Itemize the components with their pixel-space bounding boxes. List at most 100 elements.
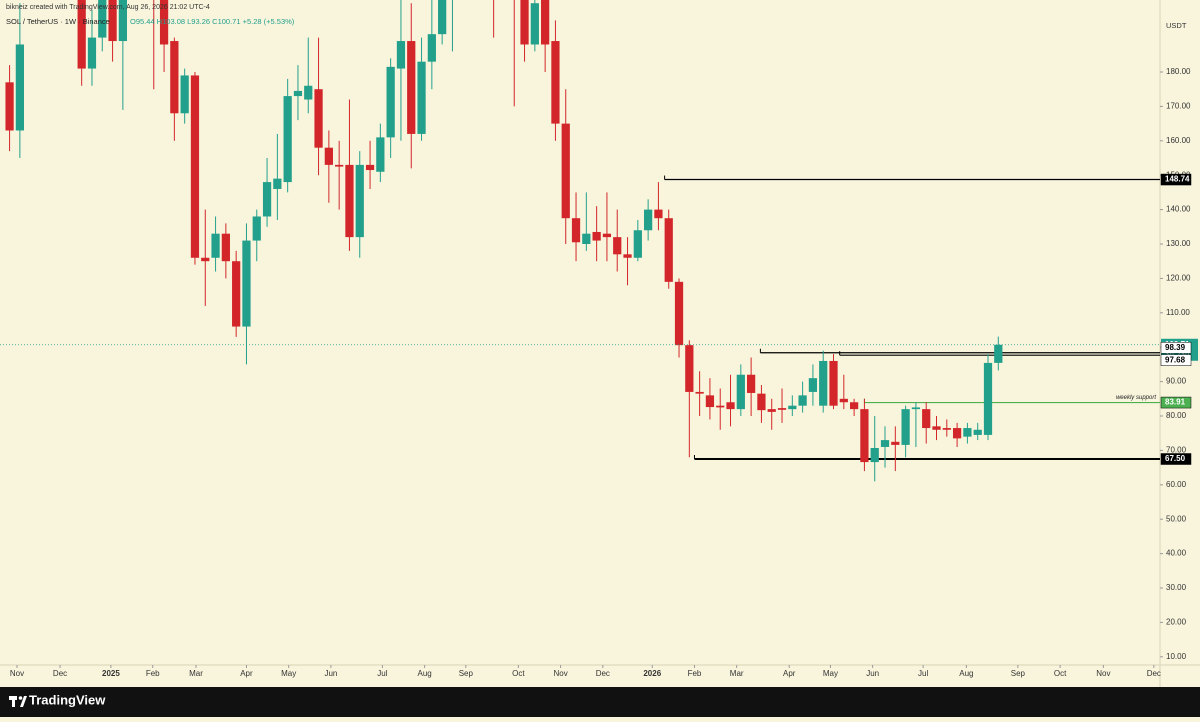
candle-body: [438, 0, 447, 35]
candle-body: [407, 41, 416, 134]
candle-body: [819, 360, 828, 406]
y-tick-label: 10.00: [1166, 652, 1187, 661]
candle-body: [355, 164, 364, 238]
candle-body: [633, 230, 642, 258]
symbol: SOL / TetherUS · 1W · Binance: [6, 17, 110, 26]
candle-body: [726, 402, 735, 410]
logo-dot: [18, 696, 23, 700]
candle-body: [283, 96, 292, 183]
candle-body: [963, 428, 972, 437]
y-tick-label: 70.00: [1166, 446, 1187, 455]
candle-body: [891, 441, 900, 445]
candle-body: [644, 209, 653, 231]
candle-body: [417, 61, 426, 134]
candle-body: [180, 75, 189, 114]
y-tick-label: 110.00: [1166, 308, 1190, 317]
x-tick-label: May: [281, 669, 296, 678]
candle-body: [983, 362, 993, 435]
candle-body: [839, 398, 848, 403]
x-tick-label: Feb: [688, 669, 702, 678]
y-tick-label: 90.00: [1166, 377, 1187, 386]
x-tick-label: Dec: [1147, 669, 1161, 678]
candle-body: [98, 0, 107, 38]
y-tick-label: 80.00: [1166, 411, 1187, 420]
candle-body: [262, 182, 272, 217]
x-tick-label: Mar: [730, 669, 744, 678]
level-label: 98.39: [1165, 343, 1186, 352]
logo-bar: [9, 696, 17, 700]
x-tick-label: Apr: [783, 669, 796, 678]
candle-body: [849, 402, 859, 410]
candle-body: [304, 85, 313, 100]
level-label-box: [1160, 173, 1192, 186]
level-note: weekly support: [1116, 395, 1156, 401]
brand: TradingView: [29, 692, 106, 707]
candle-body: [860, 409, 869, 463]
candle-body: [695, 391, 704, 394]
x-tick-label: Dec: [53, 669, 67, 678]
x-tick-label: Nov: [553, 669, 567, 678]
candle-body: [767, 409, 776, 412]
level-label: 67.50: [1165, 454, 1186, 463]
x-tick-label: Jul: [377, 669, 387, 678]
x-tick-label: Aug: [959, 669, 973, 678]
countdown-label: 3d 23h: [1165, 350, 1189, 359]
candle-body: [5, 82, 14, 131]
attribution: bikneiz created with TradingView.com, Au…: [6, 4, 210, 11]
y-tick-label: 180.00: [1166, 67, 1191, 76]
candle-body: [798, 395, 807, 406]
candle-body: [561, 123, 570, 219]
level-label-box: [1160, 341, 1192, 354]
level-label: 97.68: [1165, 355, 1186, 364]
logo-slash: [20, 696, 27, 707]
candle-body: [15, 44, 24, 131]
candle-body: [613, 237, 622, 255]
candle-body: [170, 41, 179, 114]
footer: [0, 687, 1200, 717]
x-tick-label: Aug: [418, 669, 432, 678]
x-tick-label: May: [823, 669, 838, 678]
y-tick-label: 120.00: [1166, 274, 1191, 283]
candle-body: [932, 426, 941, 430]
chart-background: [0, 0, 1200, 687]
candle-body: [335, 164, 344, 167]
candle-body: [664, 218, 673, 282]
x-tick-label: Feb: [146, 669, 160, 678]
candle-body: [530, 3, 539, 45]
candle-body: [788, 405, 797, 410]
level-label: 148.74: [1165, 175, 1190, 184]
x-tick-label: 2026: [643, 669, 661, 678]
candle-body: [602, 233, 612, 238]
candle-body: [252, 216, 261, 241]
candle-body: [973, 429, 982, 435]
candle-body: [880, 440, 890, 447]
candle-body: [211, 233, 220, 258]
candle-body: [757, 393, 766, 411]
candle-body: [551, 41, 560, 124]
candle-body: [623, 254, 632, 258]
level-label-box: [1160, 354, 1192, 366]
candle-body: [201, 257, 210, 262]
y-tick-label: 170.00: [1166, 102, 1191, 111]
candle-body: [386, 66, 395, 138]
x-tick-label: Dec: [596, 669, 610, 678]
x-tick-label: Mar: [189, 669, 203, 678]
axes: 10.00 20.00 30.00 40.00 50.00 60.00 70.00 80.00…: [10, 67, 1198, 678]
y-tick-label: 160.00: [1166, 136, 1191, 145]
candle-body: [654, 209, 663, 219]
y-tick-label: 30.00: [1166, 583, 1187, 592]
candle-body: [273, 178, 282, 189]
candle-body: [376, 137, 385, 172]
candle-body: [808, 378, 818, 392]
candle-body: [345, 164, 354, 238]
y-tick-label: 40.00: [1166, 549, 1187, 558]
candle-body: [293, 90, 303, 97]
level-label: 83.91: [1165, 398, 1186, 407]
candle-body: [221, 233, 230, 262]
candle-body: [571, 218, 581, 243]
candle-body: [87, 37, 97, 69]
x-tick-label: Oct: [1054, 669, 1067, 678]
y-tick-label: 50.00: [1166, 514, 1187, 523]
candle-body: [829, 360, 838, 406]
